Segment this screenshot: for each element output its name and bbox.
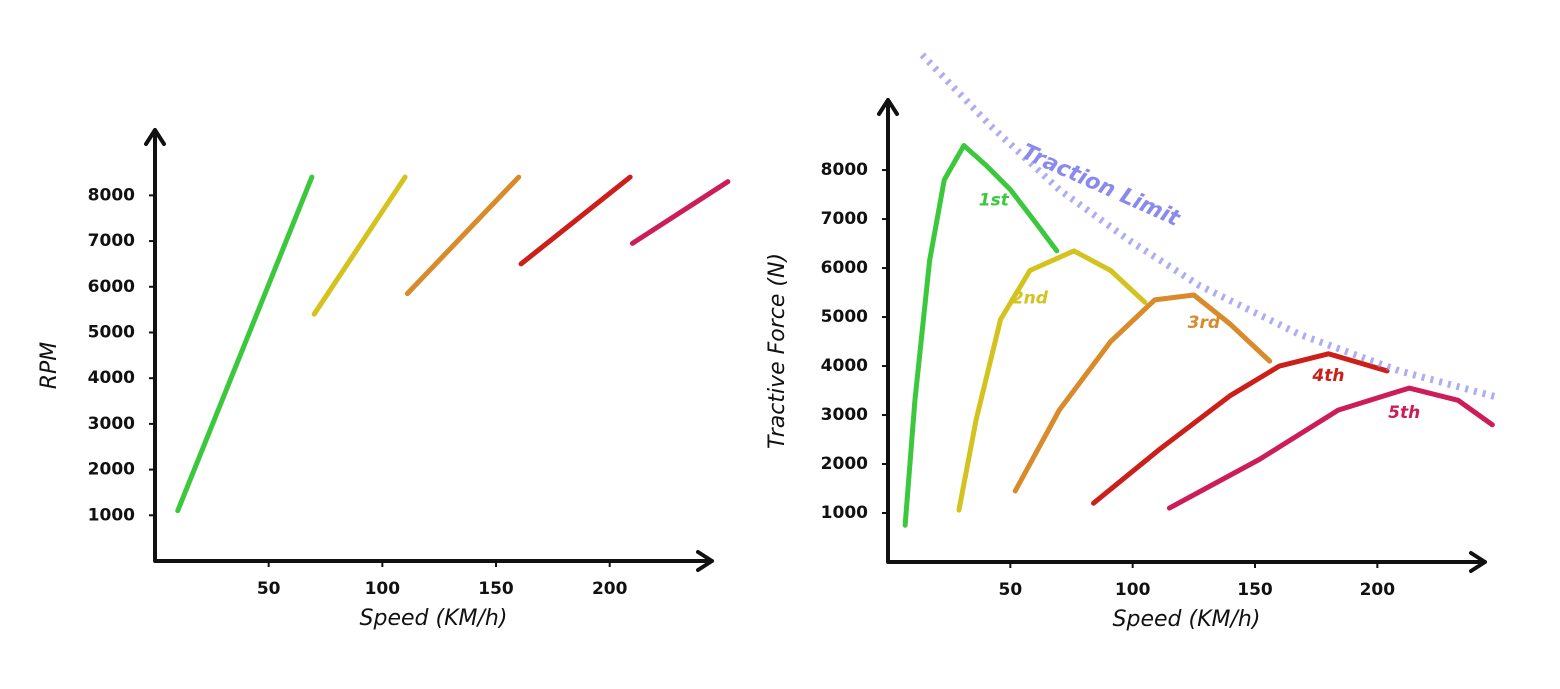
gear-line <box>1166 385 1495 511</box>
y-tick-label: 7000 <box>88 231 135 251</box>
gear-line <box>956 248 1148 513</box>
gear-line <box>518 174 633 267</box>
y-tick-label: 2000 <box>88 460 135 480</box>
axes <box>877 98 1487 573</box>
gear-line <box>404 174 522 297</box>
x-tick-label: 100 <box>365 579 401 599</box>
y-tick-label: 6000 <box>88 277 135 297</box>
y-tick-label: 1000 <box>88 505 135 525</box>
y-tick-label: 8000 <box>88 185 135 205</box>
y-tick-label: 8000 <box>821 160 868 180</box>
gear-line <box>175 174 315 514</box>
gear-line <box>1012 292 1273 494</box>
x-tick-label: 50 <box>999 580 1023 600</box>
gear-line <box>1091 351 1390 506</box>
x-axis-label: Speed (KM/h) <box>360 606 508 631</box>
x-tick-label: 150 <box>478 579 514 599</box>
y-tick-label: 1000 <box>821 503 868 523</box>
traction-limit-line <box>919 52 1501 402</box>
axes <box>144 128 714 572</box>
x-tick-label: 200 <box>1360 580 1396 600</box>
series-label: 4th <box>1311 366 1344 386</box>
x-axis-label: Speed (KM/h) <box>1113 607 1261 632</box>
y-tick-label: 5000 <box>821 307 868 327</box>
series-label: 2nd <box>1012 288 1049 308</box>
series-label: 1st <box>979 191 1010 211</box>
y-axis-label: Tractive Force (N) <box>765 253 790 449</box>
x-tick-label: 150 <box>1237 580 1273 600</box>
series-label: Traction Limit <box>1018 140 1185 233</box>
y-tick-label: 3000 <box>821 405 868 425</box>
x-tick-label: 50 <box>257 579 281 599</box>
y-axis-label: RPM <box>37 342 62 390</box>
y-tick-label: 6000 <box>821 258 868 278</box>
y-tick-label: 7000 <box>821 209 868 229</box>
series-label: 3rd <box>1188 313 1221 333</box>
x-tick-label: 200 <box>592 579 628 599</box>
y-tick-label: 4000 <box>821 356 868 376</box>
gear-line <box>629 179 731 246</box>
y-tick-label: 3000 <box>88 414 135 434</box>
x-tick-label: 100 <box>1115 580 1151 600</box>
series-label: 5th <box>1388 403 1420 423</box>
y-tick-label: 2000 <box>821 454 868 474</box>
y-tick-label: 4000 <box>88 368 135 388</box>
y-tick-label: 5000 <box>88 322 135 342</box>
gear-line <box>311 174 408 317</box>
gear-line <box>902 143 1060 528</box>
